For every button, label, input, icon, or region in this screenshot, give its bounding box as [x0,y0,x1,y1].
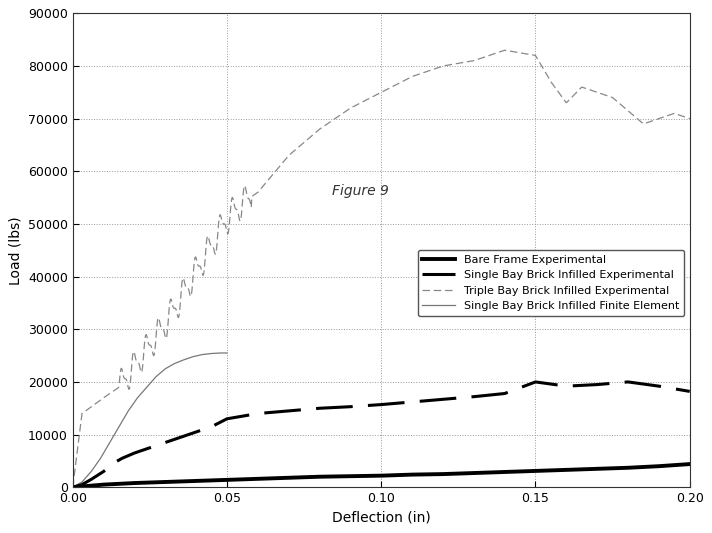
X-axis label: Deflection (in): Deflection (in) [332,511,431,524]
Legend: Bare Frame Experimental, Single Bay Brick Infilled Experimental, Triple Bay Bric: Bare Frame Experimental, Single Bay Bric… [418,251,684,316]
Text: Figure 9: Figure 9 [332,184,389,198]
Y-axis label: Load (lbs): Load (lbs) [9,216,22,285]
